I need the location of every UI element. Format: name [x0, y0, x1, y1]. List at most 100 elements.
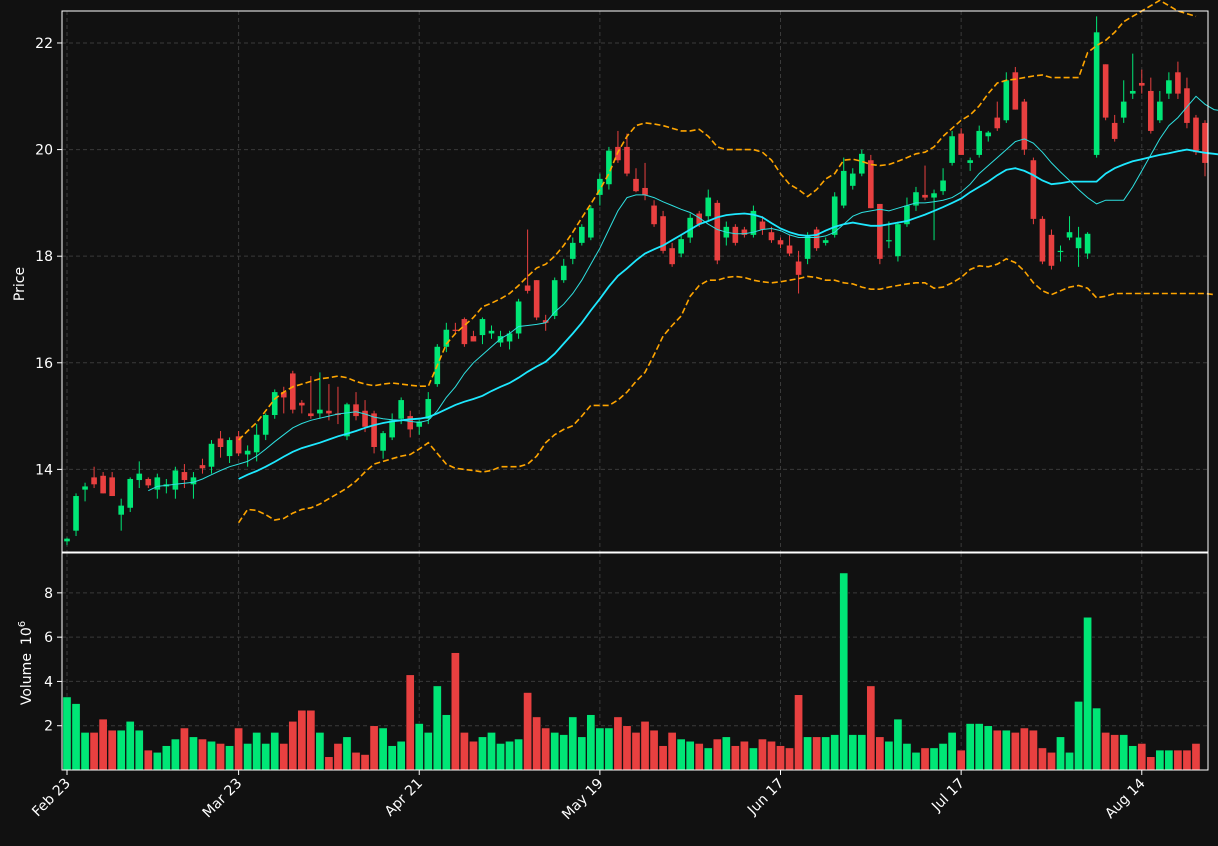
candle-body — [877, 203, 883, 259]
volume-bar — [306, 709, 316, 771]
candle-body — [606, 150, 612, 185]
price-tick-label: 14 — [35, 462, 53, 478]
candle-body — [488, 330, 495, 334]
candle-body — [696, 213, 703, 225]
candle-body — [317, 409, 323, 414]
volume-tick-label: 4 — [44, 674, 53, 690]
volume-bar — [396, 740, 406, 771]
volume-bar — [893, 718, 903, 771]
volume-tick-label: 2 — [44, 719, 53, 735]
volume-bar — [288, 720, 298, 771]
volume-bar — [676, 738, 686, 771]
volume-bar — [703, 747, 713, 771]
volume-bar — [757, 738, 767, 771]
volume-bar — [360, 754, 370, 771]
volume-bar — [1037, 747, 1047, 771]
volume-bar — [992, 729, 1002, 771]
candle-body — [208, 443, 215, 467]
candle-body — [416, 421, 423, 427]
volume-bar — [821, 736, 831, 771]
volume-bar — [776, 745, 785, 771]
volume-bar — [947, 732, 957, 771]
candle-body — [515, 301, 522, 334]
volume-bar — [613, 716, 623, 771]
candle-body — [994, 117, 1001, 129]
volume-bar — [839, 572, 849, 771]
bollinger-lower-line — [237, 257, 1215, 524]
volume-panel-frame — [61, 552, 1209, 771]
volume-bar — [378, 727, 388, 771]
volume-bar — [134, 729, 144, 771]
candle-body — [82, 486, 88, 490]
candle-body — [1138, 82, 1145, 86]
candle-body — [380, 433, 386, 451]
candle-body — [326, 410, 332, 414]
candle-body — [1030, 160, 1037, 219]
volume-bar — [1146, 756, 1156, 771]
volume-bar — [414, 723, 424, 771]
candle-body — [714, 202, 721, 261]
volume-bar — [161, 745, 171, 771]
volume-bar — [956, 749, 966, 771]
candle-body — [633, 178, 639, 192]
candle-body — [651, 205, 657, 225]
candle-body — [1003, 80, 1010, 121]
volume-bar — [179, 727, 189, 771]
volume-bar — [559, 734, 569, 771]
volume-bar — [739, 740, 749, 771]
candle-body — [1012, 72, 1019, 110]
price-panel-frame — [61, 10, 1209, 553]
volume-bar — [125, 720, 135, 771]
candle-body — [470, 336, 477, 342]
volume-bar — [523, 692, 533, 771]
volume-bar — [1173, 749, 1183, 771]
volume-bar — [721, 736, 731, 771]
candle-body — [1120, 101, 1127, 118]
volume-bar — [875, 736, 885, 771]
volume-bar — [116, 729, 126, 771]
candle-body — [579, 226, 585, 243]
volume-bar — [496, 743, 505, 771]
volume-bar — [1092, 707, 1102, 771]
candle-body — [145, 478, 152, 486]
volume-bar — [1083, 616, 1093, 771]
volume-bar — [514, 738, 524, 771]
candle-body — [280, 392, 287, 398]
candle-body — [118, 505, 124, 515]
volume-tick-label: 6 — [44, 630, 53, 646]
volume-bar — [857, 734, 867, 771]
volume-bar — [1028, 729, 1038, 771]
candle-body — [551, 280, 558, 316]
candle-body — [244, 450, 251, 455]
volume-bar — [938, 743, 948, 771]
candle-body — [109, 477, 115, 497]
candle-body — [1093, 32, 1100, 155]
volume-axis-label: Volume 106 — [17, 621, 35, 705]
candle-body — [154, 477, 161, 490]
volume-bar — [459, 732, 469, 771]
volume-bar — [342, 736, 352, 771]
candle-body — [1075, 237, 1082, 249]
volume-bar — [152, 751, 162, 771]
volume-bar — [911, 751, 921, 771]
candle-body — [452, 329, 459, 331]
candle-body — [678, 239, 684, 254]
candle-body — [190, 477, 197, 485]
volume-bar — [541, 727, 551, 771]
candle-body — [949, 136, 955, 163]
volume-bar — [586, 714, 596, 771]
candle-body — [262, 415, 269, 435]
candle-body — [289, 373, 296, 410]
volume-bar — [604, 727, 614, 771]
price-axis-label: Price — [12, 267, 28, 301]
candle-body — [931, 193, 937, 198]
candle-body — [271, 392, 278, 416]
volume-bar — [98, 718, 108, 771]
volume-bar — [71, 703, 81, 771]
volume-bar — [333, 743, 343, 771]
volume-bar — [965, 723, 975, 771]
volume-bar — [1065, 751, 1074, 771]
volume-axis-exponent-base: 10 — [19, 627, 35, 645]
candle-body — [777, 240, 784, 245]
